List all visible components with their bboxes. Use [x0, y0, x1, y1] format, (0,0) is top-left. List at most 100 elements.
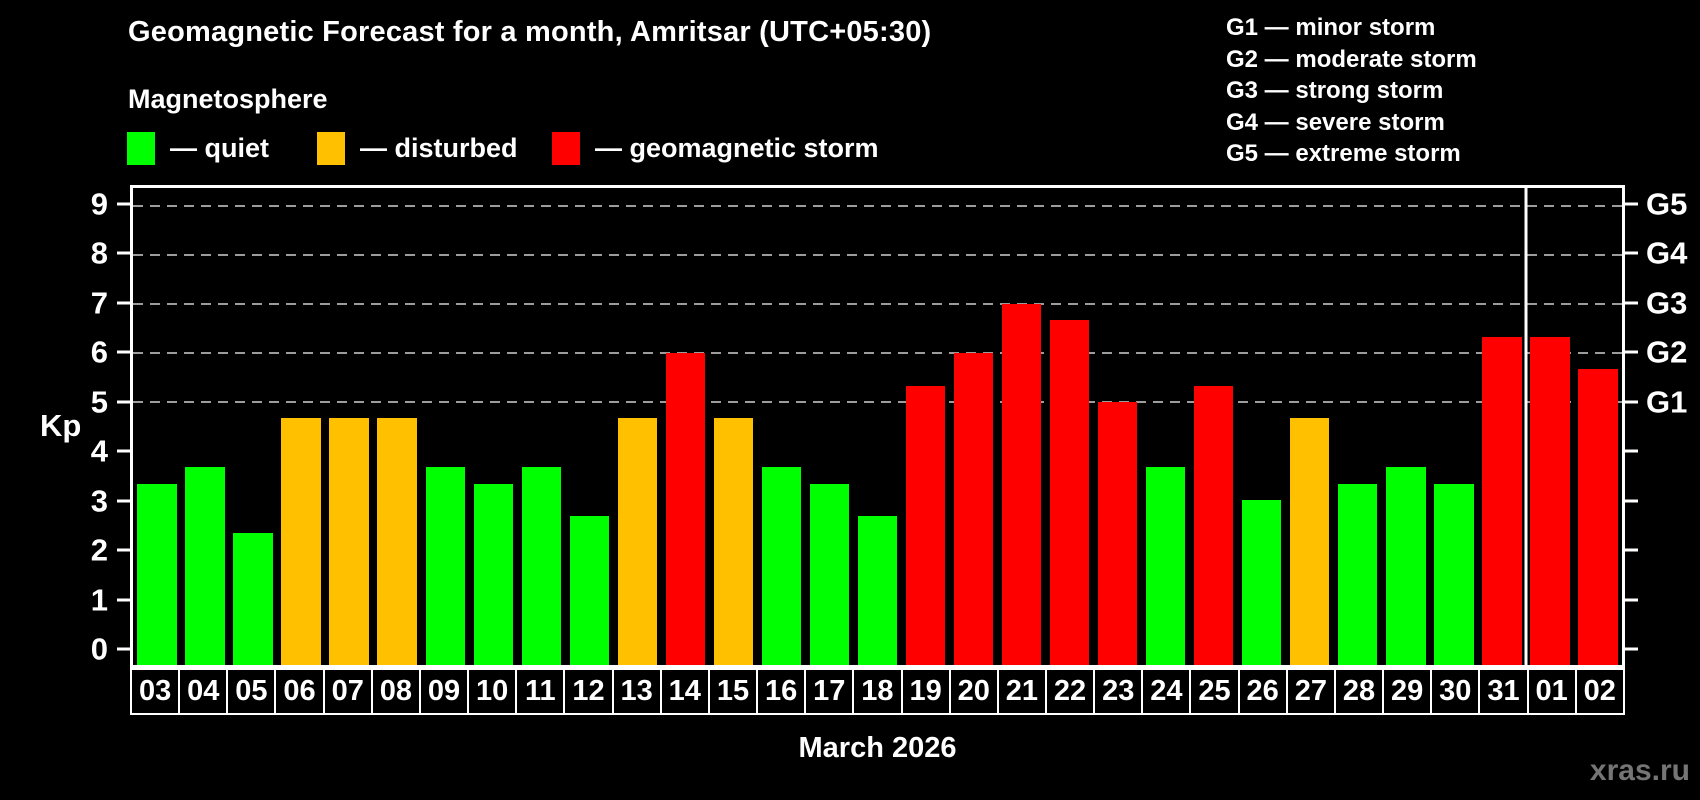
- x-axis-date-label: 09: [418, 668, 470, 715]
- x-axis-date-label: 28: [1333, 668, 1385, 715]
- x-axis-date-label: 06: [274, 668, 325, 715]
- right-tick-mark: [1625, 598, 1638, 602]
- bar-slot: [469, 188, 517, 665]
- x-axis-date-label: 26: [1237, 668, 1288, 715]
- bar-slot: [181, 188, 229, 665]
- bars-container: [133, 188, 1622, 665]
- kp-bar-03: [137, 483, 177, 665]
- bar-slot: [950, 188, 998, 665]
- x-axis-date-label: 02: [1574, 668, 1625, 715]
- kp-bar-11: [521, 467, 561, 665]
- bar-slot: [757, 188, 805, 665]
- x-axis-date-label: 13: [611, 668, 662, 715]
- x-axis-date-label: 08: [370, 668, 421, 715]
- right-tick-mark: [1625, 449, 1638, 453]
- y-tick-label: 4: [90, 433, 108, 469]
- x-axis-date-label: 27: [1285, 668, 1336, 715]
- kp-bar-28: [1338, 483, 1378, 665]
- right-tick-mark: [1625, 251, 1638, 255]
- bar-slot: [1382, 188, 1430, 665]
- right-tick-mark: [1625, 548, 1638, 552]
- kp-bar-31: [1482, 336, 1522, 665]
- bar-slot: [709, 188, 757, 665]
- month-separator-line: [1524, 188, 1528, 665]
- bar-slot: [1094, 188, 1142, 665]
- right-tick-mark: [1625, 647, 1638, 651]
- g-legend-line: G4 — severe storm: [1226, 108, 1445, 136]
- x-axis-date-label: 20: [948, 668, 999, 715]
- x-axis-date-label: 31: [1478, 668, 1529, 715]
- kp-bar-24: [1145, 467, 1186, 665]
- bar-slot: [1334, 188, 1382, 665]
- right-tick-mark: [1625, 350, 1638, 354]
- x-axis-date-label: 07: [322, 668, 373, 715]
- x-axis-date-label: 04: [178, 668, 229, 715]
- kp-bar-16: [761, 467, 802, 665]
- bar-slot: [1142, 188, 1190, 665]
- right-tick-mark: [1625, 202, 1638, 206]
- g-level-label: G4: [1646, 235, 1688, 271]
- y-tick-label: 1: [90, 582, 108, 618]
- g-legend-line: G2 — moderate storm: [1226, 45, 1477, 73]
- kp-bar-23: [1097, 402, 1138, 665]
- kp-bar-14: [665, 353, 706, 665]
- bar-slot: [229, 188, 277, 665]
- x-axis-date-label: 19: [900, 668, 951, 715]
- kp-bar-19: [905, 385, 946, 665]
- g-legend-line: G1 — minor storm: [1226, 14, 1436, 41]
- chart-subtitle: Magnetosphere: [128, 84, 328, 114]
- x-axis-date-label: 23: [1093, 668, 1144, 715]
- x-axis-date-label: 03: [130, 668, 181, 715]
- y-tick-label: 5: [90, 384, 108, 420]
- bar-slot: [373, 188, 421, 665]
- bar-slot: [1286, 188, 1334, 665]
- color-legend: — quiet — disturbed — geomagnetic storm: [0, 130, 1100, 166]
- y-tick-mark: [117, 400, 130, 404]
- legend-item-quiet: — quiet: [127, 130, 269, 166]
- legend-item-label: — geomagnetic storm: [595, 132, 879, 163]
- kp-bar-17: [809, 483, 850, 665]
- kp-bar-27: [1290, 418, 1330, 665]
- x-axis-date-label: 11: [515, 668, 566, 715]
- kp-bar-25: [1194, 385, 1234, 665]
- watermark: xras.ru: [1589, 754, 1690, 787]
- y-tick-label: 2: [90, 532, 108, 568]
- x-axis-date-label: 25: [1189, 668, 1240, 715]
- y-tick-mark: [117, 350, 130, 354]
- bar-slot: [1574, 188, 1622, 665]
- y-axis: 0 1 2 3 4 5 6 7 8 9: [0, 185, 130, 668]
- kp-bar-30: [1434, 483, 1474, 665]
- kp-bar-29: [1386, 467, 1426, 665]
- y-tick-label: 7: [90, 285, 108, 321]
- y-tick-mark: [117, 647, 130, 651]
- plot-area: [130, 185, 1625, 668]
- kp-bar-26: [1242, 499, 1282, 665]
- legend-item-label: — quiet: [170, 132, 269, 163]
- kp-bar-12: [569, 516, 609, 665]
- x-axis-date-label: 24: [1141, 668, 1192, 715]
- kp-bar-09: [425, 467, 465, 665]
- x-axis-date-label: 30: [1430, 668, 1481, 715]
- bar-slot: [1430, 188, 1478, 665]
- y-tick-mark: [117, 449, 130, 453]
- x-axis-date-label: 17: [804, 668, 855, 715]
- gridline: [133, 254, 1622, 257]
- bar-slot: [613, 188, 661, 665]
- gridline: [133, 352, 1622, 355]
- x-axis-date-label: 05: [226, 668, 277, 715]
- g-level-label: G1: [1646, 384, 1688, 420]
- bar-slot: [1238, 188, 1286, 665]
- kp-bar-18: [857, 516, 898, 665]
- quiet-swatch: [127, 131, 155, 165]
- bar-slot: [853, 188, 901, 665]
- kp-bar-13: [617, 418, 658, 665]
- kp-bar-10: [473, 483, 513, 665]
- bar-slot: [565, 188, 613, 665]
- bar-slot: [325, 188, 373, 665]
- kp-bar-20: [953, 353, 994, 665]
- bar-slot: [1190, 188, 1238, 665]
- legend-item-label: — disturbed: [360, 132, 518, 163]
- x-axis: 03 04 05 06 07 08 09 10 11 12 13 14 15 16 17 18 19 20 21 22…: [130, 668, 1625, 715]
- disturbed-swatch: [317, 131, 345, 165]
